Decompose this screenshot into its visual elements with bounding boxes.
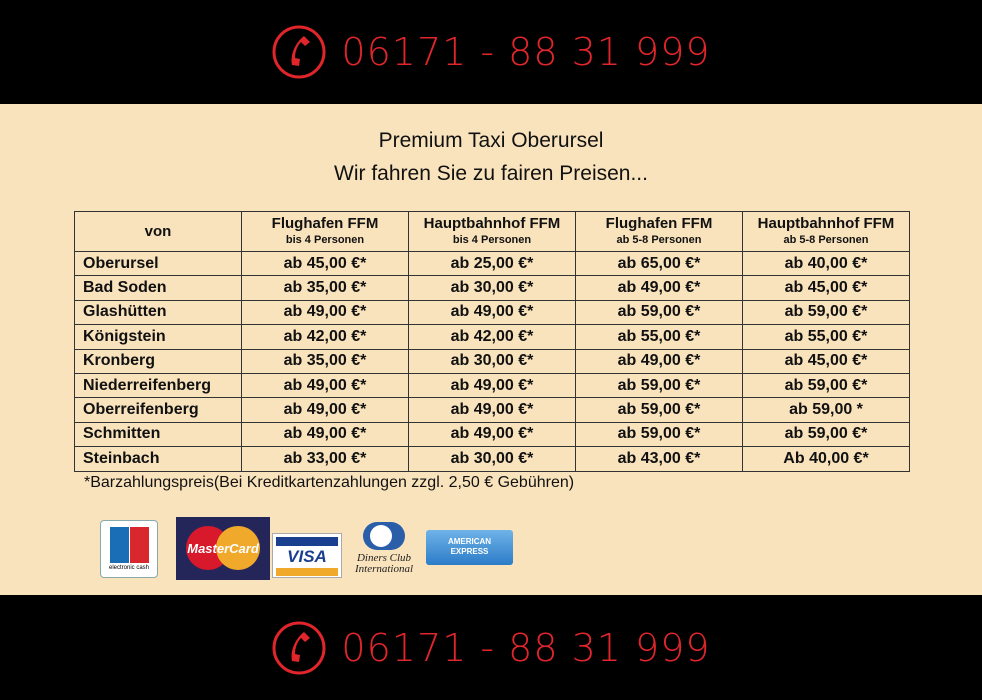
footnote: *Barzahlungspreis(Bei Kreditkartenzahlun… (84, 474, 575, 491)
column-header: Hauptbahnhof FFM bis 4 Personen (408, 211, 576, 252)
table-row: Oberreifenberg ab 49,00 €* ab 49,00 €* ab 5… (74, 397, 910, 423)
bottom-phone-banner: 06171 - 88 31 999 (0, 595, 982, 700)
price-cell: ab 59,00 €* (575, 421, 743, 448)
price-cell: ab 59,00 €* (575, 397, 743, 423)
price-cell: ab 30,00 €* (408, 348, 576, 374)
table-row: Oberursel ab 45,00 €* ab 25,00 €* ab 65,00 … (74, 250, 910, 277)
city-cell: Bad Soden (74, 275, 242, 301)
column-header-title: Hauptbahnhof FFM (757, 214, 895, 232)
city-cell: Niederreifenberg (74, 372, 242, 399)
table-row: Kronberg ab 35,00 €* ab 30,00 €* ab 49,00 €… (74, 348, 910, 374)
table-row: Glashütten ab 49,00 €* ab 49,00 €* ab 59,00… (74, 299, 910, 326)
column-header: von (74, 211, 242, 252)
price-cell: ab 49,00 €* (408, 299, 576, 326)
column-header-subtitle: ab 5-8 Personen (783, 233, 869, 246)
price-cell: ab 59,00 €* (742, 372, 910, 399)
price-cell: ab 35,00 €* (241, 275, 409, 301)
title: Premium Taxi Oberursel (378, 129, 604, 152)
price-cell: ab 49,00 €* (575, 275, 743, 301)
city-cell: Steinbach (74, 446, 242, 472)
city-cell: Kronberg (74, 348, 242, 374)
phone-icon (272, 621, 326, 674)
price-cell: ab 49,00 €* (241, 421, 409, 448)
price-cell: ab 42,00 €* (408, 324, 576, 350)
price-cell: ab 30,00 €* (408, 446, 576, 472)
price-table: von Flughafen FFM bis 4 Personen Hauptbahnh… (74, 211, 910, 472)
american-express-logo: AMERICAN EXPRESS (426, 530, 513, 565)
diners-club-logo: Diners Club International (348, 522, 420, 576)
column-header-subtitle: bis 4 Personen (452, 233, 532, 246)
price-cell: ab 49,00 €* (241, 397, 409, 423)
price-cell: ab 49,00 €* (575, 348, 743, 374)
column-header-title: Hauptbahnhof FFM (423, 214, 561, 232)
price-cell: ab 45,00 €* (742, 275, 910, 301)
price-cell: ab 30,00 €* (408, 275, 576, 301)
city-cell: Glashütten (74, 299, 242, 326)
phone-number-top[interactable]: 06171 - 88 31 999 (271, 24, 710, 80)
price-cell: ab 55,00 €* (575, 324, 743, 350)
table-row: Königstein ab 42,00 €* ab 42,00 €* ab 55,00… (74, 324, 910, 350)
price-cell: ab 49,00 €* (408, 397, 576, 423)
top-phone-banner: 06171 - 88 31 999 (0, 0, 982, 104)
column-header: Flughafen FFM bis 4 Personen (241, 211, 409, 252)
price-cell: ab 59,00 €* (742, 299, 910, 326)
table-row: Niederreifenberg ab 49,00 €* ab 49,00 €* ab… (74, 372, 910, 399)
city-cell: Oberursel (74, 250, 242, 277)
price-cell: ab 65,00 €* (575, 250, 743, 277)
price-cell: ab 43,00 €* (575, 446, 743, 472)
table-row: Steinbach ab 33,00 €* ab 30,00 €* ab 43,00 … (74, 446, 910, 472)
column-header: Flughafen FFM ab 5-8 Personen (575, 211, 743, 252)
price-cell: ab 35,00 €* (241, 348, 409, 374)
price-cell: ab 49,00 €* (241, 372, 409, 399)
column-header-subtitle: bis 4 Personen (285, 233, 365, 246)
price-cell: ab 59,00 * (742, 397, 910, 423)
table-header-row: von Flughafen FFM bis 4 Personen Hauptbahnh… (74, 211, 910, 252)
price-cell: ab 25,00 €* (408, 250, 576, 277)
phone-number-bottom[interactable]: 06171 - 88 31 999 (271, 620, 710, 676)
city-cell: Königstein (74, 324, 242, 350)
table-row: Bad Soden ab 35,00 €* ab 30,00 €* ab 49,00 … (74, 275, 910, 301)
price-cell: Ab 40,00 €* (742, 446, 910, 472)
price-cell: ab 49,00 €* (241, 299, 409, 326)
price-cell: ab 59,00 €* (742, 421, 910, 448)
price-cell: ab 45,00 €* (241, 250, 409, 277)
price-cell: ab 33,00 €* (241, 446, 409, 472)
visa-logo: VISA (272, 533, 342, 578)
mastercard-logo: MasterCard (176, 517, 270, 580)
price-cell: ab 49,00 €* (408, 421, 576, 448)
column-header-title: Flughafen FFM (605, 214, 713, 232)
column-header-title: Flughafen FFM (271, 214, 379, 232)
price-cell: ab 55,00 €* (742, 324, 910, 350)
column-header-subtitle: ab 5-8 Personen (616, 233, 702, 246)
city-cell: Oberreifenberg (74, 397, 242, 423)
phone-icon (272, 25, 326, 79)
table-row: Schmitten ab 49,00 €* ab 49,00 €* ab 59,00 … (74, 421, 910, 448)
column-header: Hauptbahnhof FFM ab 5-8 Personen (742, 211, 910, 252)
price-cell: ab 42,00 €* (241, 324, 409, 350)
subtitle: Wir fahren Sie zu fairen Preisen... (334, 162, 648, 185)
price-cell: ab 45,00 €* (742, 348, 910, 374)
price-cell: ab 49,00 €* (408, 372, 576, 399)
ec-logo: electronic cash (100, 520, 158, 578)
city-cell: Schmitten (74, 421, 242, 448)
column-header-title: von (144, 223, 172, 240)
page-heading: Premium Taxi Oberursel Wir fahren Sie zu… (0, 124, 982, 190)
price-cell: ab 40,00 €* (742, 250, 910, 277)
price-cell: ab 59,00 €* (575, 299, 743, 326)
price-cell: ab 59,00 €* (575, 372, 743, 399)
